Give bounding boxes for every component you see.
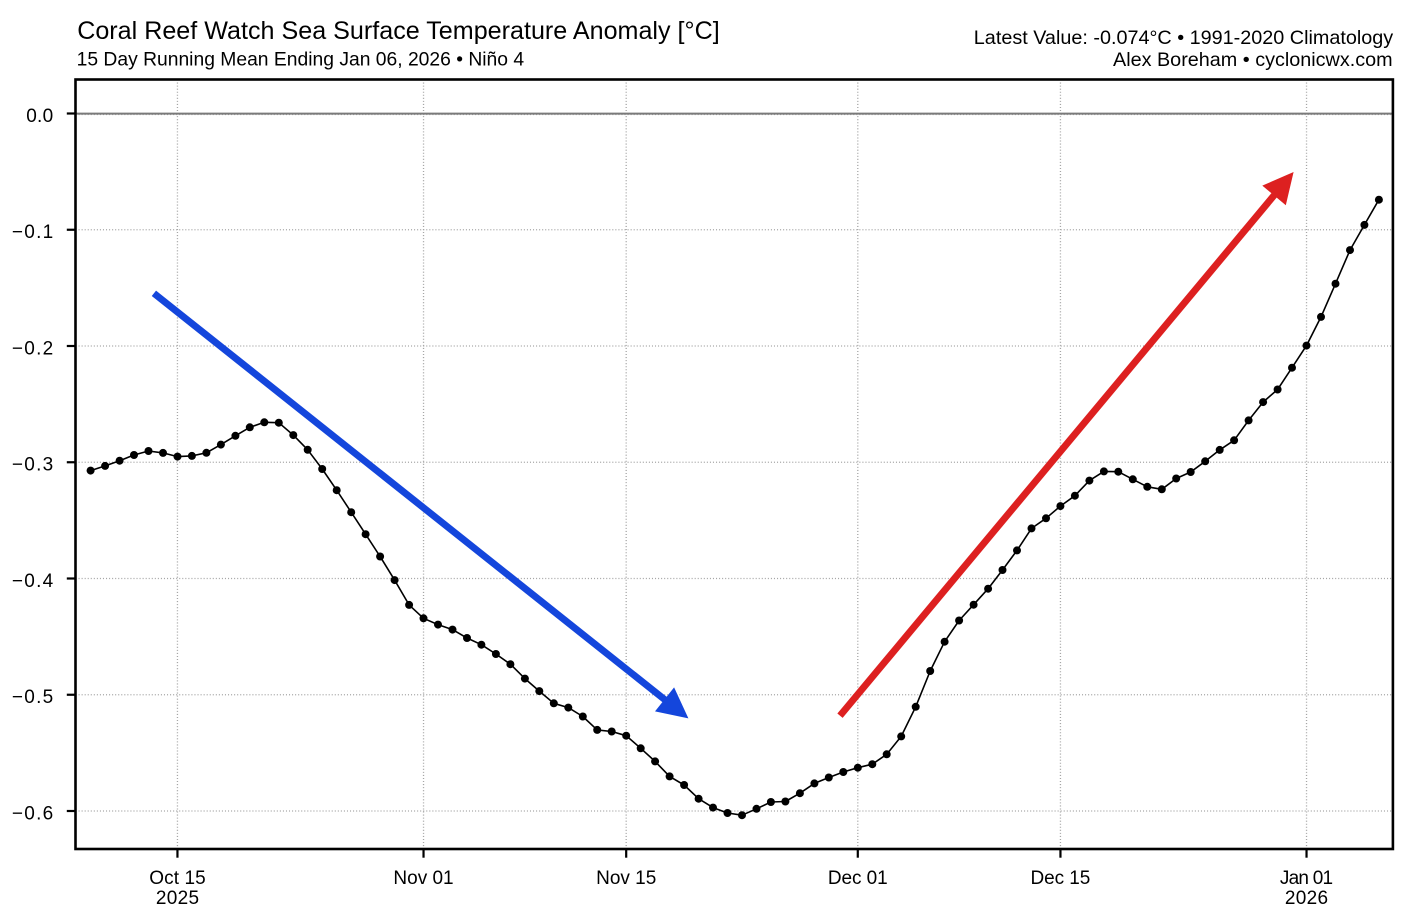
svg-text:−0.6: −0.6 bbox=[12, 803, 53, 824]
svg-text:Dec 15: Dec 15 bbox=[1030, 868, 1090, 889]
svg-text:Nov 15: Nov 15 bbox=[596, 868, 656, 889]
svg-text:Dec 01: Dec 01 bbox=[828, 868, 888, 889]
svg-text:−0.4: −0.4 bbox=[12, 571, 54, 592]
svg-text:Latest Value: -0.074°C • 1991-: Latest Value: -0.074°C • 1991-2020 Clima… bbox=[974, 27, 1394, 49]
svg-text:−0.3: −0.3 bbox=[12, 455, 53, 476]
svg-text:Nov 01: Nov 01 bbox=[393, 868, 453, 889]
svg-text:−0.5: −0.5 bbox=[12, 687, 53, 708]
svg-text:Alex Boreham • cyclonicwx.com: Alex Boreham • cyclonicwx.com bbox=[1113, 49, 1393, 71]
svg-text:2025: 2025 bbox=[156, 888, 199, 909]
svg-text:Oct 15: Oct 15 bbox=[149, 868, 205, 889]
svg-text:−0.2: −0.2 bbox=[12, 338, 53, 359]
svg-text:−0.1: −0.1 bbox=[12, 222, 53, 243]
svg-text:2026: 2026 bbox=[1285, 888, 1328, 909]
svg-text:0.0: 0.0 bbox=[26, 106, 53, 127]
svg-text:Jan 01: Jan 01 bbox=[1280, 868, 1333, 889]
svg-text:Coral Reef Watch Sea Surface T: Coral Reef Watch Sea Surface Temperature… bbox=[77, 17, 720, 45]
svg-text:15 Day Running Mean Ending Jan: 15 Day Running Mean Ending Jan 06, 2026 … bbox=[77, 50, 525, 71]
